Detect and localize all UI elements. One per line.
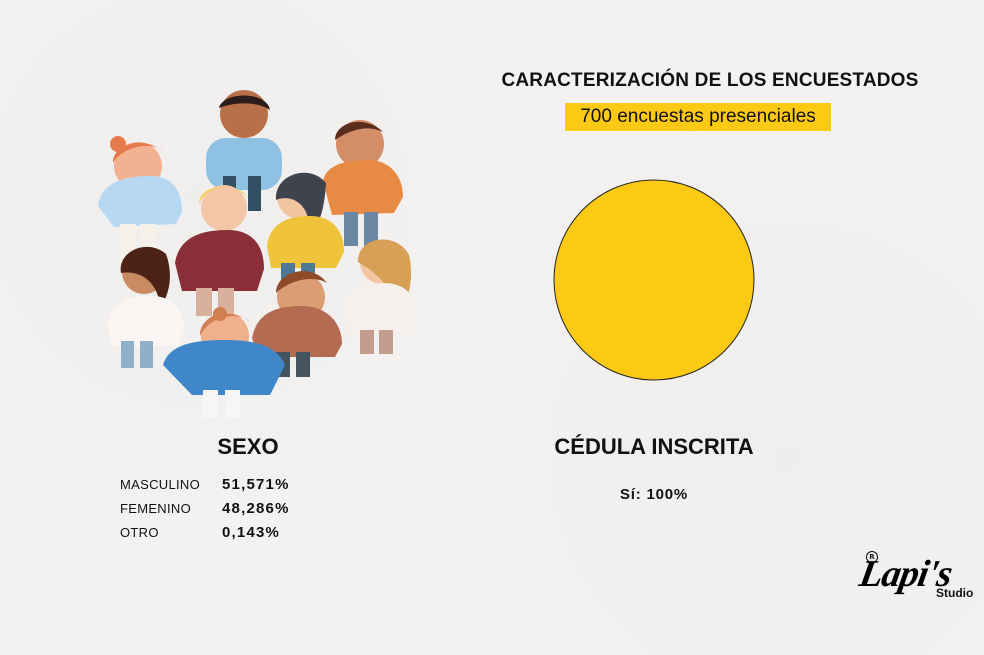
- stat-value: 0,143%: [222, 523, 281, 541]
- person-middle-right: [344, 239, 417, 354]
- pie-chart-svg: [553, 179, 755, 381]
- survey-count-banner: 700 encuestas presenciales: [565, 103, 831, 131]
- cedula-pie-chart: [552, 178, 756, 382]
- person-middle-left: [175, 185, 264, 316]
- page-title: CARACTERIZACIÓN DE LOS ENCUESTADOS: [501, 70, 919, 91]
- person-top-right: [323, 120, 403, 246]
- person-lower-left: [107, 246, 184, 368]
- person-bottom-center: [163, 307, 285, 418]
- pie-slice-sí: [553, 179, 755, 381]
- stat-label: OTRO: [120, 524, 159, 540]
- registered-mark: R: [866, 551, 878, 563]
- stat-row-masculino: MASCULINO 51,571%: [120, 472, 330, 496]
- stat-value: 48,286%: [222, 499, 290, 517]
- sexo-stats: MASCULINO 51,571% FEMENINO 48,286% OTRO …: [120, 472, 330, 544]
- people-illustration: [98, 90, 417, 418]
- stat-value: 51,571%: [222, 475, 290, 493]
- logo-subtext: Studio: [936, 586, 974, 600]
- pie-data-label: Sí: 100%: [619, 486, 689, 503]
- survey-count-text: 700 encuestas presenciales: [580, 106, 816, 127]
- stat-label: FEMENINO: [120, 500, 192, 516]
- cedula-title: CÉDULA INSCRITA: [554, 434, 754, 459]
- stat-row-otro: OTRO 0,143%: [120, 520, 330, 544]
- stat-row-femenino: FEMENINO 48,286%: [120, 496, 330, 520]
- person-top-center: [206, 90, 282, 211]
- person-top-left: [98, 136, 182, 266]
- sexo-title: SEXO: [217, 434, 279, 459]
- studio-logo: R Lapi's Studio: [856, 551, 978, 618]
- person-lower-center: [252, 271, 342, 377]
- group-people: [98, 90, 417, 418]
- stat-label: MASCULINO: [120, 476, 200, 492]
